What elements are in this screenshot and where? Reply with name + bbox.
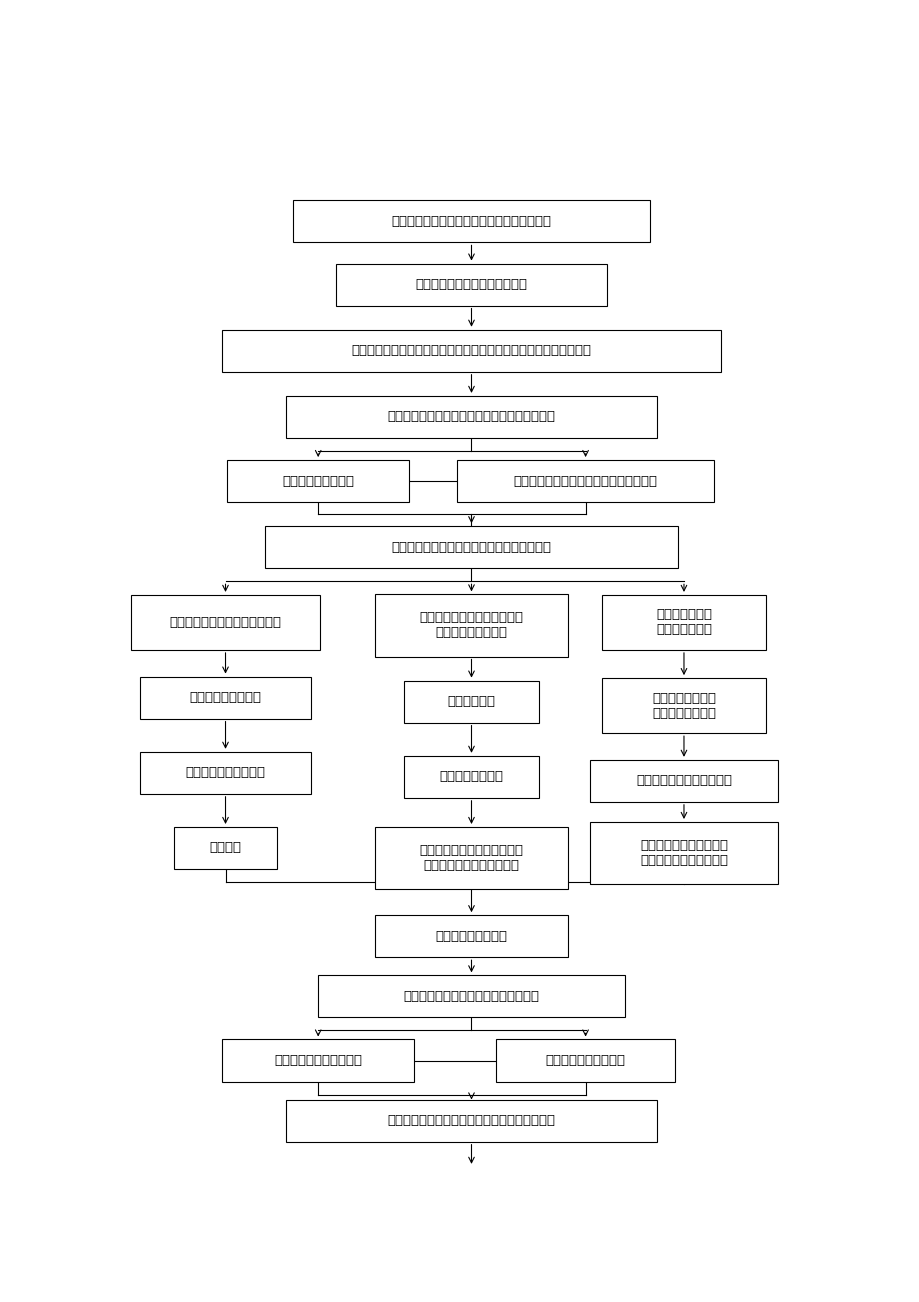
FancyBboxPatch shape [375, 827, 567, 889]
FancyBboxPatch shape [221, 329, 720, 372]
Text: 进度滞后采取纠编措施: 进度滞后采取纠编措施 [186, 767, 266, 780]
Text: 审核施工单位安全管理资格资料: 审核施工单位安全管理资格资料 [415, 279, 527, 292]
Text: 检查施工单位质保体系和管理制度的落实情况: 检查施工单位质保体系和管理制度的落实情况 [391, 540, 550, 553]
FancyBboxPatch shape [601, 678, 766, 733]
Text: 审核安装工程竣工结算报表: 审核安装工程竣工结算报表 [635, 775, 732, 788]
Text: 分部、单位工程检查验收、外
观、试运转和观感质量检查: 分部、单位工程检查验收、外 观、试运转和观感质量检查 [419, 844, 523, 872]
FancyBboxPatch shape [403, 755, 539, 798]
FancyBboxPatch shape [140, 751, 311, 794]
FancyBboxPatch shape [335, 263, 607, 306]
FancyBboxPatch shape [601, 595, 766, 650]
Text: 提出竣工结算文件和最终
工程款安装工程支付意见: 提出竣工结算文件和最终 工程款安装工程支付意见 [640, 838, 727, 867]
FancyBboxPatch shape [130, 595, 320, 650]
Text: 耐火材料的检查验收: 耐火材料的检查验收 [282, 474, 354, 487]
FancyBboxPatch shape [375, 594, 567, 656]
Text: 处理检查质量事故: 处理检查质量事故 [439, 771, 503, 784]
Text: 审查分包单位和试验资格及施工机械技术性能、检测工具年检合格证: 审查分包单位和试验资格及施工机械技术性能、检测工具年检合格证 [351, 344, 591, 357]
Text: 安装工程工序交接和测量放线验线设立杆及标板: 安装工程工序交接和测量放线验线设立杆及标板 [387, 410, 555, 423]
FancyBboxPatch shape [293, 201, 649, 242]
Text: 签证、对合格工
程进行现场计量: 签证、对合格工 程进行现场计量 [655, 608, 711, 637]
FancyBboxPatch shape [174, 827, 277, 868]
Text: 审核工程量清单签
署工程款支付证书: 审核工程量清单签 署工程款支付证书 [652, 691, 715, 720]
Text: 参加正式竣工验收并提供相关监理资料: 参加正式竣工验收并提供相关监理资料 [403, 990, 539, 1003]
FancyBboxPatch shape [221, 1039, 414, 1082]
FancyBboxPatch shape [265, 526, 677, 568]
Text: 参与编写监理工作总结: 参与编写监理工作总结 [545, 1055, 625, 1068]
Text: 检查进度并分析对比: 检查进度并分析对比 [189, 691, 261, 704]
FancyBboxPatch shape [286, 1100, 656, 1142]
FancyBboxPatch shape [318, 975, 624, 1017]
FancyBboxPatch shape [496, 1039, 674, 1082]
FancyBboxPatch shape [589, 760, 777, 802]
FancyBboxPatch shape [140, 677, 311, 719]
FancyBboxPatch shape [375, 915, 567, 957]
Text: 监督实施: 监督实施 [210, 841, 242, 854]
FancyBboxPatch shape [227, 460, 409, 503]
Text: 组织安装工程预验收: 组织安装工程预验收 [435, 930, 507, 943]
Text: 整理安装监理资料并归档: 整理安装监理资料并归档 [274, 1055, 362, 1068]
FancyBboxPatch shape [589, 822, 777, 884]
Text: 审核施工组织设计、施工方案及施工进度计划: 审核施工组织设计、施工方案及施工进度计划 [391, 215, 550, 228]
Text: 审查总、季、月、周度阶段计划: 审查总、季、月、周度阶段计划 [169, 616, 281, 629]
FancyBboxPatch shape [457, 460, 713, 503]
Text: 审核设计变更: 审核设计变更 [447, 695, 495, 708]
Text: 材料设备复验见证、外观检查、保证资料: 材料设备复验见证、外观检查、保证资料 [513, 474, 657, 487]
FancyBboxPatch shape [286, 396, 656, 437]
Text: 对保修阶段提出的安装质量缺陷进行检查和记录: 对保修阶段提出的安装质量缺陷进行检查和记录 [387, 1115, 555, 1128]
Text: 旁站监理、检查验收分项工程
巡检、行使监理指令: 旁站监理、检查验收分项工程 巡检、行使监理指令 [419, 612, 523, 639]
FancyBboxPatch shape [403, 681, 539, 723]
